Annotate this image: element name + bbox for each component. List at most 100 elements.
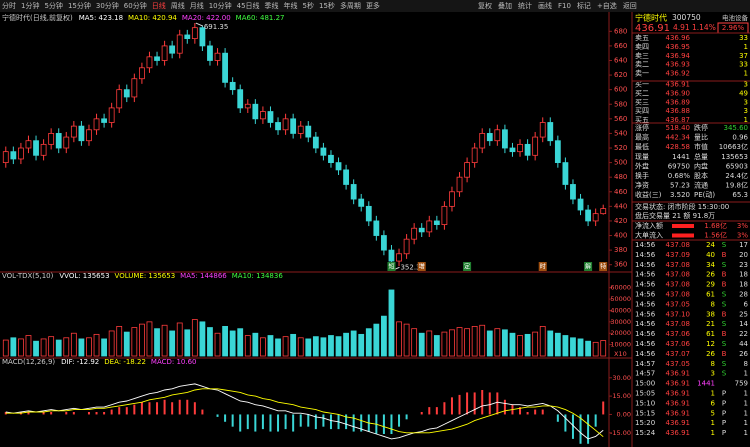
y-tick-label: 680: [614, 27, 627, 35]
y-tick-label: 640: [614, 56, 627, 64]
tick-count: 759: [735, 380, 748, 388]
toolbar-item[interactable]: F10: [558, 2, 571, 10]
volume-bar: [207, 327, 213, 357]
toolbar-item[interactable]: 分时: [2, 1, 16, 10]
volume-bar: [600, 340, 607, 357]
toolbar-item[interactable]: 15分钟: [68, 1, 91, 10]
toolbar-item[interactable]: 季线: [265, 1, 279, 10]
toolbar-item[interactable]: 标记: [577, 1, 591, 10]
candle-body: [396, 253, 402, 262]
tick-price: 437.10: [666, 310, 691, 318]
volume-bar: [252, 332, 259, 357]
tick-time: 14:56: [635, 310, 656, 318]
candle-body: [297, 125, 304, 134]
volume-bar: [86, 337, 92, 357]
toolbar-item[interactable]: 15秒: [319, 1, 335, 10]
flow-bar: [672, 224, 694, 228]
candle-body: [328, 154, 334, 163]
y-tick-label: 400: [614, 232, 627, 240]
volume-bar: [456, 327, 463, 357]
tick-time: 15:00: [635, 380, 655, 388]
toolbar-item[interactable]: 复权: [478, 1, 492, 10]
candle-body: [509, 147, 516, 153]
tick-price: 437.08: [666, 281, 691, 289]
tick-count: 44: [739, 340, 748, 348]
candle-body: [547, 122, 554, 142]
toolbar-item[interactable]: 5分钟: [44, 1, 62, 10]
toolbar-item[interactable]: 10分钟: [209, 1, 232, 10]
toolbar-item[interactable]: +自选: [597, 1, 617, 10]
tick-time: 14:56: [635, 271, 656, 279]
tick-side: S: [722, 291, 727, 299]
volume-bar: [464, 328, 470, 357]
toolbar-item[interactable]: 30分钟: [96, 1, 119, 10]
sector[interactable]: 电池设备: [722, 13, 749, 22]
volume-bar: [403, 323, 410, 357]
macd-indicator: MACD: 10.60: [151, 358, 197, 366]
tick-count: 18: [739, 271, 748, 279]
book-side: 买四: [635, 107, 649, 115]
volume-bar: [524, 333, 531, 357]
candle-body: [290, 118, 297, 134]
toolbar-item[interactable]: 画线: [538, 1, 552, 10]
tick-price: 437.09: [666, 251, 691, 259]
toolbar-item[interactable]: 叠加: [498, 1, 512, 10]
tick-side: S: [722, 300, 727, 308]
tick-side: P: [722, 399, 726, 407]
toolbar-item[interactable]: 1分钟: [21, 1, 39, 10]
volume-bar: [93, 333, 100, 357]
toolbar-item[interactable]: 统计: [518, 1, 532, 10]
tick-count: 1: [744, 429, 748, 437]
toolbar-item[interactable]: 更多: [366, 1, 380, 10]
tick-time: 14:56: [635, 320, 656, 328]
tick-side: S: [722, 340, 727, 348]
tick-volume: 40: [706, 251, 715, 259]
candle-body: [441, 205, 448, 225]
tick-volume: 1441: [697, 380, 715, 388]
tick-count: 1: [744, 370, 748, 378]
y-tick-label: 520: [614, 144, 627, 152]
volume-bar: [55, 339, 62, 357]
stat-label: 最低: [635, 142, 649, 151]
toolbar-item[interactable]: 60分钟: [124, 1, 147, 10]
volume-bar: [40, 338, 47, 357]
y-tick-label: 620: [614, 71, 627, 79]
toolbar-item[interactable]: 日线: [152, 1, 166, 10]
candle-body: [33, 140, 39, 156]
candle-body: [244, 103, 251, 109]
macd-indicator: DEA: -18.22: [104, 358, 146, 366]
tick-price: 437.05: [666, 360, 691, 368]
toolbar-item[interactable]: 返回: [623, 2, 637, 10]
candle-body: [592, 213, 599, 222]
y-tick-label: 540: [614, 129, 627, 137]
y-tick-label: 10000: [610, 341, 631, 349]
candle-body: [365, 205, 372, 222]
volume-bar: [350, 330, 357, 357]
volume-bar: [108, 330, 115, 357]
chart-title: 宁德时代(日线,前复权): [2, 13, 73, 22]
tick-side: B: [722, 251, 727, 259]
toolbar-item[interactable]: 年线: [284, 1, 298, 10]
tick-price: 436.91: [666, 419, 691, 427]
toolbar-item[interactable]: 月线: [190, 1, 204, 10]
candle-body: [350, 184, 357, 200]
book-side: 卖五: [635, 34, 649, 42]
stat-label: 流通: [694, 181, 708, 190]
flow-value: 1.68亿: [704, 221, 727, 230]
toolbar-item[interactable]: 周线: [171, 1, 185, 10]
toolbar-item[interactable]: 多周期: [340, 1, 361, 10]
toolbar-item[interactable]: 5秒: [303, 1, 314, 10]
candle-body: [146, 56, 153, 69]
volume-bar: [539, 325, 546, 357]
volume-bar: [267, 335, 274, 357]
toolbar-item[interactable]: 45日线: [237, 1, 260, 10]
candle-body: [139, 67, 145, 80]
y-tick-label: -15.00: [610, 429, 631, 437]
tick-price: 437.06: [666, 340, 691, 348]
volume-bar: [411, 328, 418, 357]
tick-count: 26: [739, 350, 748, 358]
volume-bar: [2, 339, 9, 357]
volume-bar: [169, 330, 176, 357]
candle-body: [532, 136, 539, 156]
candle-body: [426, 220, 433, 233]
